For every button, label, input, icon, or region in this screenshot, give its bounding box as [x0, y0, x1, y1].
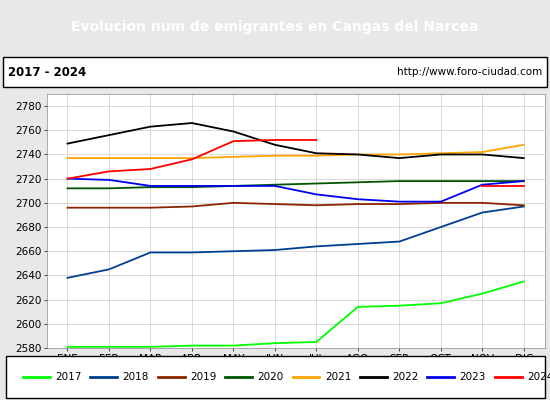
Text: 2020: 2020: [257, 372, 284, 382]
FancyBboxPatch shape: [3, 57, 547, 87]
Text: 2023: 2023: [460, 372, 486, 382]
FancyBboxPatch shape: [6, 356, 544, 398]
Text: 2021: 2021: [325, 372, 351, 382]
Text: 2019: 2019: [190, 372, 217, 382]
Text: 2018: 2018: [123, 372, 149, 382]
Text: 2017: 2017: [56, 372, 82, 382]
Text: http://www.foro-ciudad.com: http://www.foro-ciudad.com: [397, 67, 542, 77]
Text: 2024: 2024: [527, 372, 550, 382]
Text: 2017 - 2024: 2017 - 2024: [8, 66, 86, 78]
Text: 2022: 2022: [392, 372, 419, 382]
Text: Evolucion num de emigrantes en Cangas del Narcea: Evolucion num de emigrantes en Cangas de…: [72, 20, 478, 34]
